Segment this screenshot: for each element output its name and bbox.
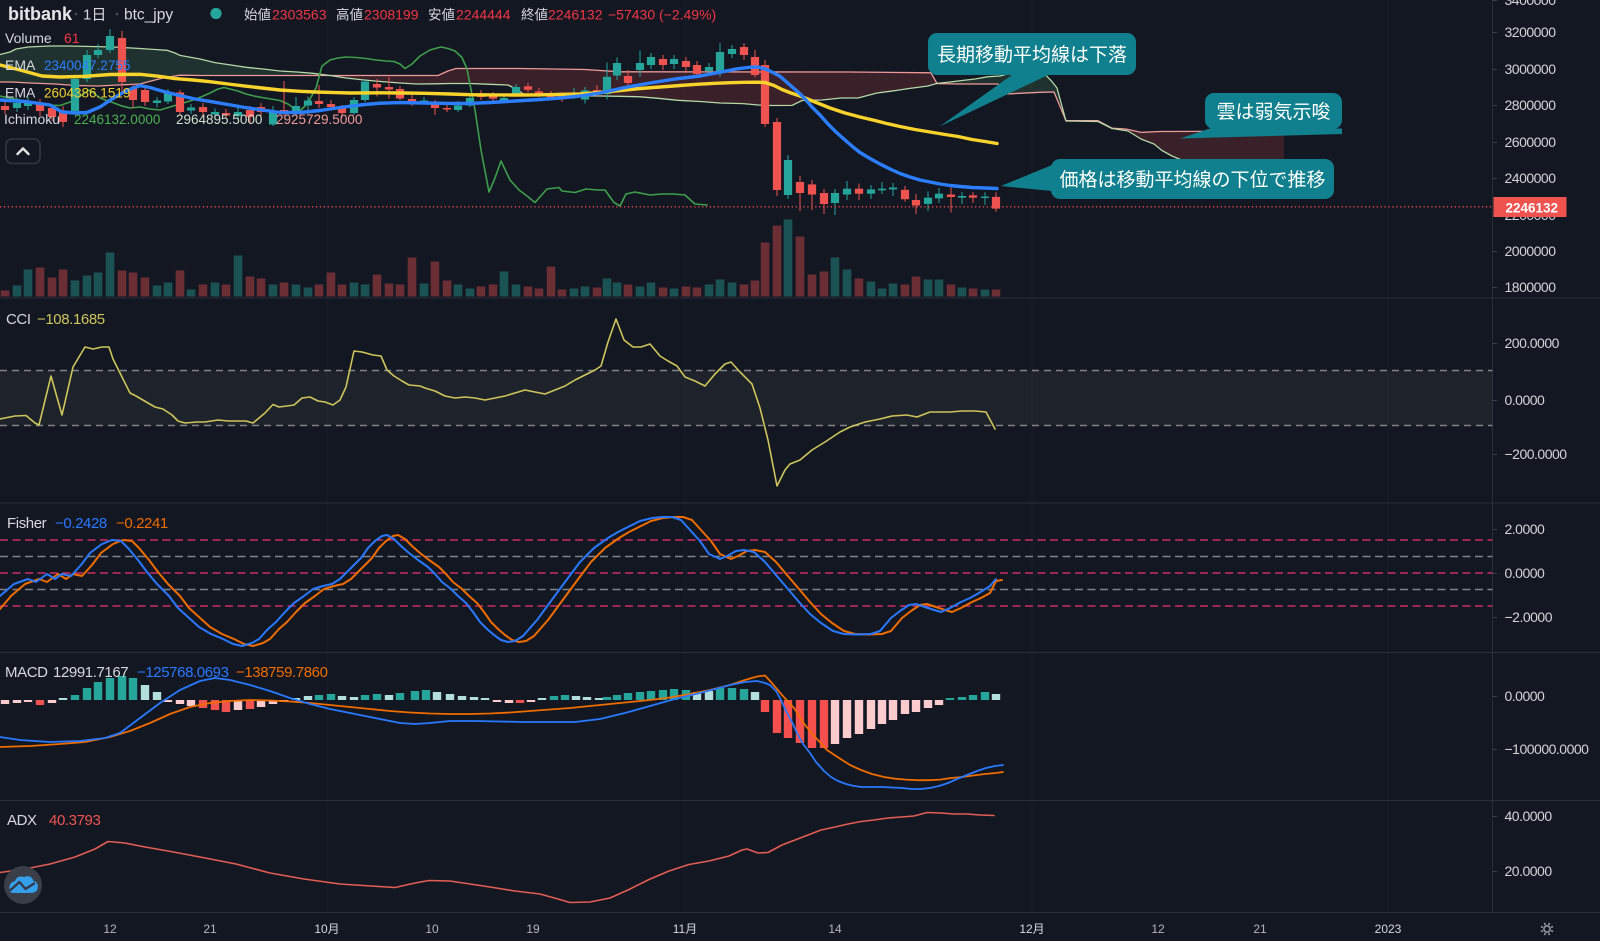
svg-text:11月: 11月 <box>673 922 697 936</box>
svg-text:始値: 始値 <box>244 8 271 23</box>
svg-text:61: 61 <box>64 30 80 46</box>
svg-text:−0.2241: −0.2241 <box>116 515 168 532</box>
svg-text:−0.2428: −0.2428 <box>55 515 107 532</box>
svg-text:1日: 1日 <box>83 7 106 24</box>
svg-text:EMA: EMA <box>5 57 36 73</box>
svg-text:10: 10 <box>425 922 439 936</box>
svg-text:Volume: Volume <box>5 30 52 46</box>
svg-text:12: 12 <box>103 922 117 936</box>
svg-text:−200.0000: −200.0000 <box>1505 446 1568 462</box>
svg-text:3000000: 3000000 <box>1505 61 1557 77</box>
svg-text:EMA: EMA <box>5 85 36 101</box>
svg-text:Ichimoku: Ichimoku <box>4 111 60 127</box>
svg-text:12月: 12月 <box>1019 922 1044 936</box>
svg-text:2800000: 2800000 <box>1505 97 1557 113</box>
svg-text:CCI: CCI <box>6 311 31 328</box>
svg-text:MACD: MACD <box>5 664 48 681</box>
svg-text:2246132: 2246132 <box>1506 201 1559 216</box>
svg-text:ADX: ADX <box>7 812 37 829</box>
svg-text:3400000: 3400000 <box>1505 0 1557 8</box>
svg-text:2308199: 2308199 <box>364 7 419 23</box>
svg-text:雲は弱気示唆: 雲は弱気示唆 <box>1216 101 1330 123</box>
svg-text:2303563: 2303563 <box>272 7 327 23</box>
svg-text:0.0000: 0.0000 <box>1505 565 1546 581</box>
svg-text:−100000.0000: −100000.0000 <box>1505 741 1590 757</box>
svg-text:3200000: 3200000 <box>1505 24 1557 40</box>
svg-text:2964895.5000: 2964895.5000 <box>176 112 262 127</box>
svg-text:2023: 2023 <box>1375 922 1402 936</box>
svg-text:2604386.1519: 2604386.1519 <box>44 86 130 101</box>
svg-text:−138759.7860: −138759.7860 <box>236 664 328 681</box>
svg-text:2000000: 2000000 <box>1505 243 1557 259</box>
svg-text:btc_jpy: btc_jpy <box>124 7 173 24</box>
svg-text:40.0000: 40.0000 <box>1505 808 1553 824</box>
svg-text:2340047.2755: 2340047.2755 <box>44 58 130 73</box>
svg-text:2600000: 2600000 <box>1505 134 1557 150</box>
svg-text:終値: 終値 <box>521 8 548 23</box>
svg-text:安値: 安値 <box>428 8 455 23</box>
svg-text:2400000: 2400000 <box>1505 170 1557 186</box>
svg-text:長期移動平均線は下落: 長期移動平均線は下落 <box>937 44 1127 66</box>
svg-text:0.0000: 0.0000 <box>1505 392 1546 408</box>
svg-text:2.0000: 2.0000 <box>1505 521 1546 537</box>
svg-text:14: 14 <box>828 922 842 936</box>
svg-text:19: 19 <box>526 922 540 936</box>
svg-text:1800000: 1800000 <box>1505 279 1557 295</box>
svg-text:10月: 10月 <box>314 922 339 936</box>
svg-text:20.0000: 20.0000 <box>1505 863 1553 879</box>
svg-text:−108.1685: −108.1685 <box>37 311 105 328</box>
svg-text:40.3793: 40.3793 <box>49 812 100 829</box>
svg-text:価格は移動平均線の下位で推移: 価格は移動平均線の下位で推移 <box>1059 169 1325 191</box>
svg-text:−57430 (−2.49%): −57430 (−2.49%) <box>608 7 716 23</box>
svg-text:12: 12 <box>1151 922 1165 936</box>
svg-text:200.0000: 200.0000 <box>1505 335 1560 351</box>
svg-text:21: 21 <box>203 922 217 936</box>
svg-text:12991.7167: 12991.7167 <box>53 664 128 681</box>
svg-text:2246132: 2246132 <box>548 7 603 23</box>
svg-text:bitbank: bitbank <box>8 4 73 24</box>
svg-text:21: 21 <box>1253 922 1267 936</box>
svg-text:2925729.5000: 2925729.5000 <box>276 112 362 127</box>
svg-text:−2.0000: −2.0000 <box>1505 609 1553 625</box>
svg-text:−125768.0693: −125768.0693 <box>137 664 229 681</box>
svg-text:0.0000: 0.0000 <box>1505 688 1546 704</box>
svg-text:高値: 高値 <box>336 7 363 23</box>
svg-text:2244444: 2244444 <box>456 7 511 23</box>
svg-text:2246132.0000: 2246132.0000 <box>74 112 160 127</box>
svg-text:Fisher: Fisher <box>7 515 47 532</box>
